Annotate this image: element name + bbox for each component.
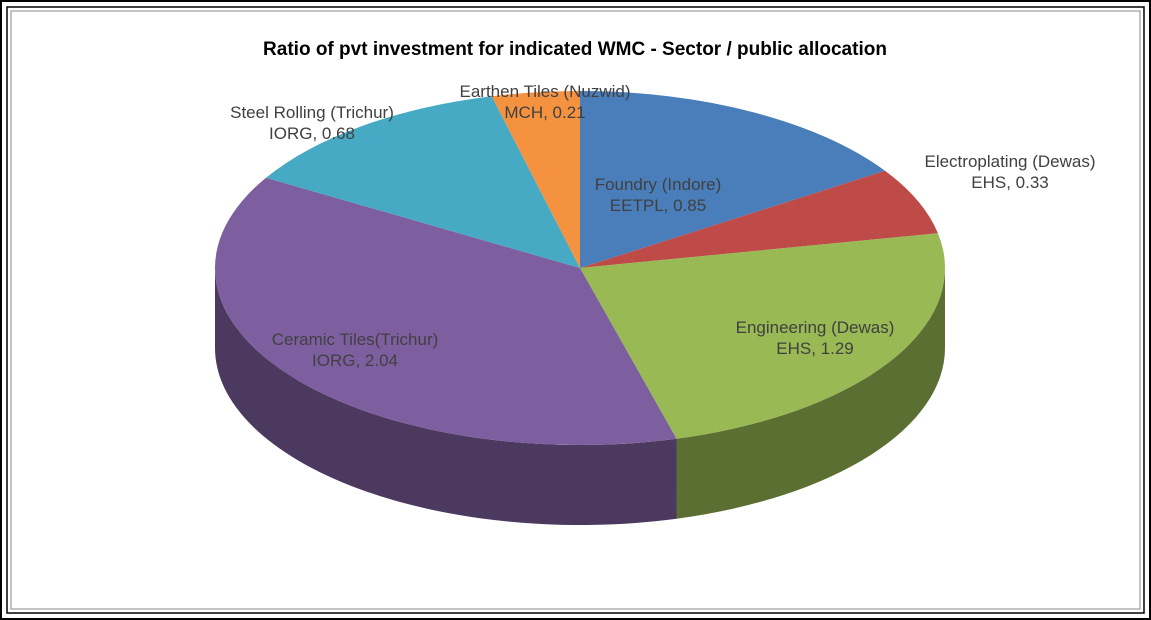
data-label-box: Steel Rolling (Trichur) IORG, 0.68: [230, 102, 394, 143]
slice: [491, 91, 580, 268]
data-label: Earthen Tiles (Nuzwid) MCH, 0.21: [459, 81, 631, 122]
data-label-box: Ceramic Tiles(Trichur) IORG, 2.04: [271, 329, 439, 370]
slice: [580, 170, 938, 268]
data-label-box: Earthen Tiles (Nuzwid) MCH, 0.21: [459, 81, 631, 122]
data-label-box: Electroplating (Dewas) EHS, 0.33: [924, 151, 1096, 192]
data-label: Engineering (Dewas) EHS, 1.29: [735, 317, 895, 358]
slice: [580, 233, 945, 439]
slice-side: [215, 268, 677, 525]
slice: [266, 96, 580, 268]
data-label: Foundry (Indore) EETPL, 0.85: [594, 174, 722, 215]
data-label-box: Engineering (Dewas) EHS, 1.29: [735, 317, 895, 358]
data-label: Ceramic Tiles(Trichur) IORG, 2.04: [271, 329, 439, 370]
data-label: Electroplating (Dewas) EHS, 0.33: [924, 151, 1096, 192]
slice-side: [676, 268, 946, 519]
chart-title: Ratio of pvt investment for indicated WM…: [263, 39, 887, 60]
data-label-box: Foundry (Indore) EETPL, 0.85: [594, 174, 722, 215]
data-label: Steel Rolling (Trichur) IORG, 0.68: [230, 102, 394, 143]
inner-frame: [6, 6, 1145, 614]
slice: [215, 177, 677, 445]
slice: [580, 91, 885, 268]
